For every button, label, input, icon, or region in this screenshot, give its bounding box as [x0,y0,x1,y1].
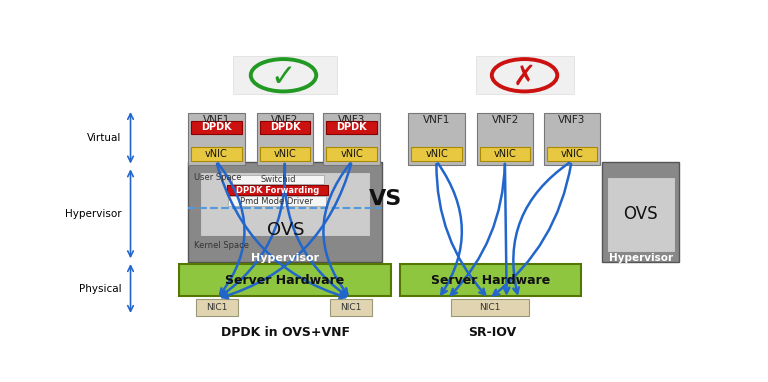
Bar [452,299,528,316]
Text: vNIC: vNIC [561,149,583,159]
Bar [480,147,531,161]
Bar [477,113,534,165]
Bar [326,121,377,134]
Bar [196,299,237,316]
Text: DPDK: DPDK [201,123,232,133]
Bar [326,147,377,161]
Bar [228,196,326,206]
Text: VNF3: VNF3 [338,115,366,125]
Text: User Space: User Space [194,173,242,182]
Bar [188,113,245,165]
Bar [232,175,324,184]
Text: Physical: Physical [79,283,121,293]
Text: ✗: ✗ [513,63,536,91]
Text: vNIC: vNIC [425,149,448,159]
Bar [233,56,337,94]
Bar [607,177,674,252]
Text: Server Hardware: Server Hardware [225,274,345,287]
Text: VNF2: VNF2 [492,115,519,125]
Text: Pmd Mode Driver: Pmd Mode Driver [240,197,313,206]
Bar [191,121,242,134]
Text: Virtual: Virtual [88,133,121,143]
Text: vNIC: vNIC [273,149,296,159]
Text: NIC1: NIC1 [340,303,362,312]
Text: DPDK Forwarding: DPDK Forwarding [236,186,319,195]
Bar [330,299,372,316]
Text: DPDK: DPDK [270,123,300,133]
Text: Kernel Space: Kernel Space [194,241,249,250]
Text: NIC1: NIC1 [206,303,227,312]
Bar [191,147,242,161]
Text: Hypervisor: Hypervisor [65,209,121,219]
Bar [257,113,313,165]
Text: DPDK: DPDK [336,123,367,133]
Bar [260,121,310,134]
Bar [409,113,465,165]
Bar [180,264,391,296]
Text: Hypervisor: Hypervisor [608,253,673,263]
Text: DPDK in OVS+VNF: DPDK in OVS+VNF [220,326,349,339]
Text: OVS: OVS [266,221,304,239]
Bar [399,264,581,296]
Bar [602,162,680,262]
Text: OVS: OVS [624,205,658,223]
Text: vNIC: vNIC [205,149,228,159]
Bar [547,147,598,161]
Bar [260,147,310,161]
Text: vNIC: vNIC [494,149,517,159]
Text: VNF3: VNF3 [558,115,585,125]
Bar [188,162,382,262]
Bar [412,147,462,161]
Bar [323,113,380,165]
Text: NIC1: NIC1 [479,303,501,312]
Text: Server Hardware: Server Hardware [431,274,550,287]
Bar [200,172,370,236]
Bar [544,113,600,165]
Text: Hypervisor: Hypervisor [251,253,319,263]
Text: VNF1: VNF1 [203,115,230,125]
Text: Switchid: Switchid [260,175,296,184]
Text: SR-IOV: SR-IOV [468,326,516,339]
Text: VNF2: VNF2 [271,115,299,125]
Text: vNIC: vNIC [340,149,363,159]
Bar [475,56,574,94]
Text: ✓: ✓ [271,63,296,92]
Bar [227,185,328,195]
Text: VS: VS [369,189,402,209]
Text: VNF1: VNF1 [423,115,451,125]
